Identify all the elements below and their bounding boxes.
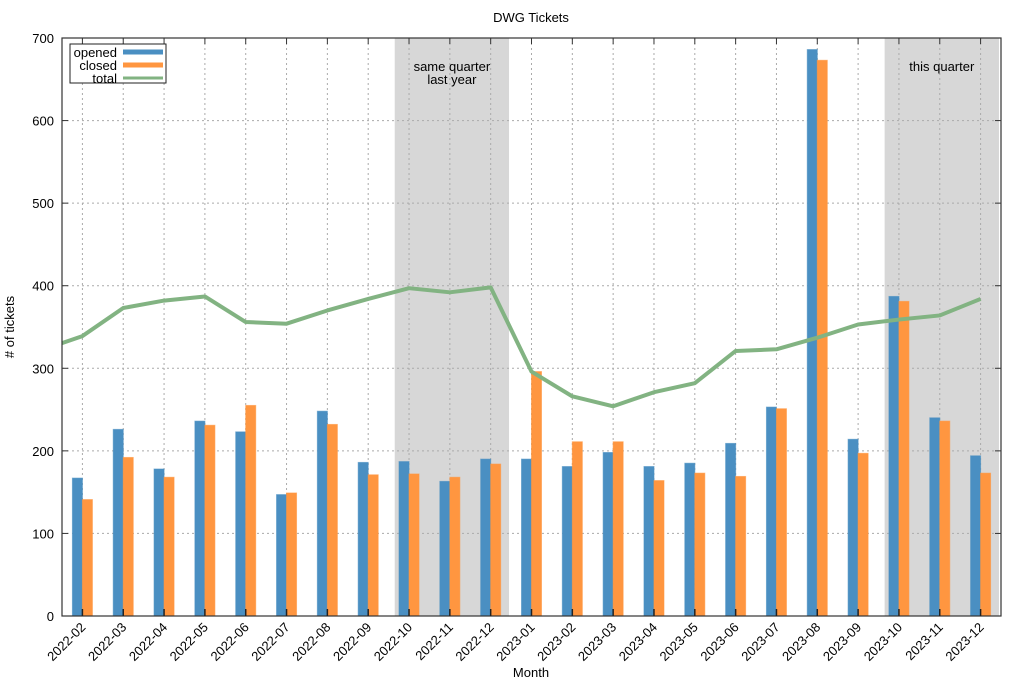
x-tick-label: 2022-05: [167, 620, 211, 664]
bar-closed: [408, 473, 420, 617]
bar-opened: [480, 458, 492, 617]
x-tick-label: 2022-08: [289, 620, 333, 664]
bar-opened: [643, 466, 655, 617]
bar-closed: [694, 472, 706, 617]
legend-label: closed: [79, 58, 117, 73]
x-tick-label: 2023-08: [779, 620, 823, 664]
x-tick-label: 2022-04: [126, 620, 170, 664]
x-tick-label: 2022-03: [85, 620, 129, 664]
bar-closed: [286, 492, 298, 617]
x-tick-label: 2023-02: [534, 620, 578, 664]
bar-opened: [561, 466, 573, 617]
y-tick-label: 200: [32, 444, 54, 459]
x-tick-label: 2023-05: [657, 620, 701, 664]
bar-closed: [326, 423, 338, 617]
bar-closed: [857, 452, 869, 617]
x-tick-label: 2023-09: [820, 620, 864, 664]
bar-opened: [765, 406, 777, 617]
bar-opened: [276, 494, 288, 617]
x-tick-label: 2022-11: [412, 620, 456, 664]
x-tick-label: 2022-06: [207, 620, 251, 664]
x-tick-label: 2022-07: [248, 620, 292, 664]
line-total: [61, 285, 982, 409]
chart-title: DWG Tickets: [493, 10, 569, 25]
legend-label: opened: [74, 45, 117, 60]
x-tick-label: 2023-12: [942, 620, 986, 664]
annotation-text: last year: [427, 72, 477, 87]
x-tick-label: 2022-10: [371, 620, 415, 664]
x-tick-label: 2023-10: [861, 620, 905, 664]
x-tick-label: 2022-12: [452, 620, 496, 664]
bar-opened: [929, 417, 941, 617]
bar-opened: [684, 462, 696, 617]
bar-opened: [194, 420, 206, 617]
x-tick-label: 2023-03: [575, 620, 619, 664]
bar-opened: [970, 455, 982, 617]
bar-opened: [316, 410, 328, 617]
y-axis-label: # of tickets: [2, 295, 17, 358]
y-tick-label: 500: [32, 196, 54, 211]
bar-closed: [571, 441, 583, 617]
bar-opened: [602, 452, 614, 617]
bar-closed: [122, 456, 134, 617]
bar-closed: [204, 424, 216, 617]
bar-closed: [653, 480, 665, 617]
bar-closed: [449, 476, 461, 617]
bar-closed: [245, 404, 257, 617]
bar-opened: [725, 442, 737, 617]
y-tick-label: 600: [32, 114, 54, 129]
y-tick-label: 300: [32, 361, 54, 376]
bar-closed: [163, 476, 175, 617]
bar-closed: [490, 463, 502, 617]
bar-opened: [521, 458, 532, 617]
x-tick-label: 2023-04: [616, 620, 660, 664]
bar-opened: [153, 468, 165, 617]
bar-opened: [439, 480, 451, 617]
bar-opened: [398, 461, 410, 617]
y-tick-label: 0: [47, 609, 54, 624]
bar-closed: [612, 441, 624, 617]
x-tick-label: 2023-07: [738, 620, 782, 664]
bar-closed: [775, 408, 787, 617]
bar-opened: [806, 49, 818, 617]
bar-closed: [367, 474, 379, 617]
bar-closed: [81, 499, 93, 617]
bar-opened: [112, 428, 124, 617]
bar-closed: [980, 472, 992, 617]
x-tick-label: 2023-06: [697, 620, 741, 664]
bar-opened: [357, 461, 369, 617]
bar-closed: [898, 300, 910, 617]
annotation-text: same quarter: [414, 59, 491, 74]
y-tick-label: 400: [32, 279, 54, 294]
x-axis-label: Month: [513, 665, 549, 680]
x-tick-label: 2022-02: [44, 620, 88, 664]
y-tick-label: 700: [32, 31, 54, 46]
x-tick-label: 2022-09: [330, 620, 374, 664]
bar-opened: [235, 431, 247, 617]
annotation-text: this quarter: [909, 59, 975, 74]
bar-closed: [735, 475, 747, 617]
bar-opened: [888, 295, 900, 617]
y-tick-label: 100: [32, 526, 54, 541]
bar-closed: [939, 420, 951, 617]
bar-opened: [71, 477, 83, 617]
bar-opened: [847, 438, 859, 617]
x-tick-label: 2023-11: [902, 620, 946, 664]
legend-label: total: [92, 71, 117, 86]
bar-closed: [531, 371, 542, 617]
x-tick-label: 2023-01: [493, 620, 537, 664]
